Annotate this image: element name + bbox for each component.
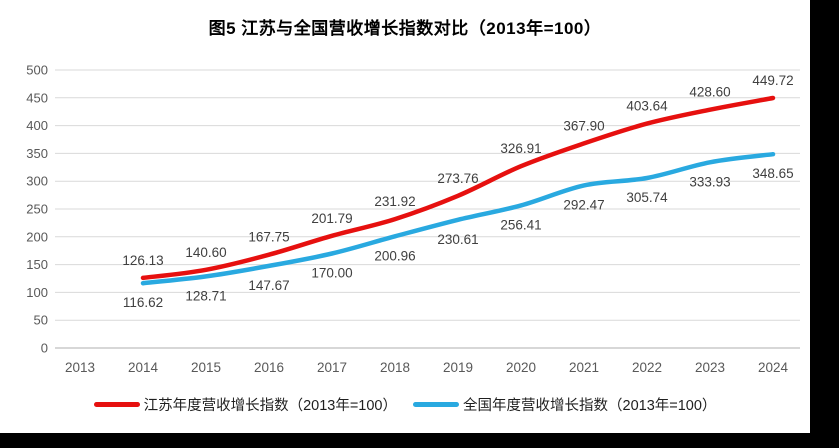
data-point-label: 126.13 xyxy=(122,253,163,268)
data-point-label: 348.65 xyxy=(752,166,793,181)
data-point-label: 333.93 xyxy=(689,174,730,189)
data-point-label: 128.71 xyxy=(185,288,226,303)
data-point-label: 292.47 xyxy=(563,197,604,212)
x-axis-tick-label: 2019 xyxy=(443,360,473,375)
data-point-label: 326.91 xyxy=(500,141,541,156)
y-axis-tick-label: 150 xyxy=(26,257,48,272)
data-point-label: 116.62 xyxy=(123,295,163,310)
data-point-label: 231.92 xyxy=(374,194,415,209)
y-axis-tick-label: 300 xyxy=(26,174,48,189)
x-axis-tick-label: 2017 xyxy=(317,360,347,375)
legend-item-national: 全国年度营收增长指数（2013年=100） xyxy=(413,394,716,415)
x-axis-tick-label: 2018 xyxy=(380,360,410,375)
x-axis-tick-label: 2013 xyxy=(65,360,95,375)
data-point-label: 230.61 xyxy=(437,232,478,247)
chart-title: 图5 江苏与全国营收增长指数对比（2013年=100） xyxy=(208,19,602,38)
chart-panel: 图5 江苏与全国营收增长指数对比（2013年=100） 0 50 100 150 200… xyxy=(0,0,810,433)
data-point-label: 256.41 xyxy=(500,217,541,232)
x-axis-tick-label: 2022 xyxy=(632,360,662,375)
data-point-label: 167.75 xyxy=(248,230,289,245)
data-point-label: 367.90 xyxy=(563,118,604,133)
x-axis-tick-label: 2015 xyxy=(191,360,221,375)
x-axis-tick-label: 2016 xyxy=(254,360,284,375)
chart-legend: 江苏年度营收增长指数（2013年=100） 全国年度营收增长指数（2013年=1… xyxy=(0,394,810,415)
legend-item-jiangsu: 江苏年度营收增长指数（2013年=100） xyxy=(93,394,397,415)
legend-label-jiangsu: 江苏年度营收增长指数（2013年=100） xyxy=(143,398,397,414)
national-line-swatch-icon xyxy=(413,402,459,407)
y-axis-tick-label: 100 xyxy=(26,285,48,300)
y-axis-tick-label: 350 xyxy=(26,146,48,161)
line-chart-canvas: 0 50 100 150 200 250 300 350 400 450 500 2013 2014 20… xyxy=(26,63,800,375)
x-axis-tick-label: 2020 xyxy=(506,360,536,375)
data-point-label: 428.60 xyxy=(689,85,730,100)
y-axis-tick-label: 0 xyxy=(41,341,48,356)
x-axis-tick-label: 2023 xyxy=(695,360,725,375)
legend-label-national: 全国年度营收增长指数（2013年=100） xyxy=(463,398,717,414)
data-point-label: 147.67 xyxy=(248,278,289,293)
data-point-label: 305.74 xyxy=(626,190,668,205)
data-point-label: 200.96 xyxy=(374,248,415,263)
data-point-label: 403.64 xyxy=(626,99,668,114)
y-axis-tick-label: 250 xyxy=(26,202,48,217)
x-axis-tick-label: 2021 xyxy=(569,360,599,375)
national-series-line xyxy=(140,151,776,286)
data-point-label: 170.00 xyxy=(311,266,352,281)
data-point-label: 201.79 xyxy=(311,211,352,226)
x-axis-tick-label: 2014 xyxy=(128,360,159,375)
y-axis-tick-label: 50 xyxy=(34,313,48,328)
data-point-label: 140.60 xyxy=(185,245,226,260)
data-point-label: 449.72 xyxy=(752,73,793,88)
y-axis-tick-label: 450 xyxy=(26,90,48,105)
y-axis-tick-label: 200 xyxy=(26,229,48,244)
x-axis-tick-label: 2024 xyxy=(758,360,789,375)
jiangsu-series-line xyxy=(140,95,776,281)
jiangsu-line-swatch-icon xyxy=(93,402,140,407)
y-axis-tick-label: 400 xyxy=(26,118,48,133)
y-axis-tick-label: 500 xyxy=(26,63,48,78)
data-point-label: 273.76 xyxy=(437,171,478,186)
